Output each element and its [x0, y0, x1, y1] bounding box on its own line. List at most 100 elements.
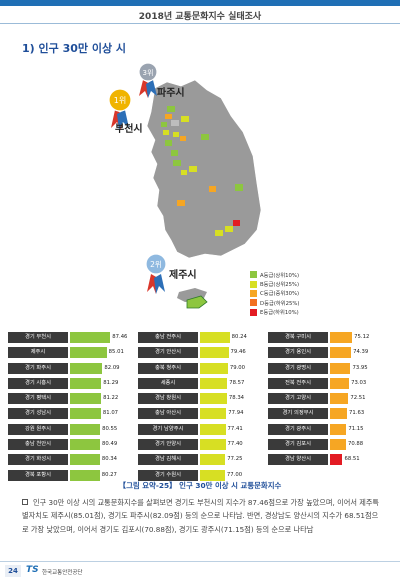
org-name: 한국교통안전공단: [42, 570, 83, 576]
bar-value: 79.46: [230, 349, 246, 356]
body-text: 인구 30만 이상 시의 교통문화지수를 살펴보면 경기도 부천시의 지수가 8…: [22, 498, 380, 534]
bar-fill: [70, 454, 100, 466]
bar-value: 75.12: [354, 334, 370, 340]
bar-value: 81.07: [102, 410, 119, 417]
bar-value: 80.27: [101, 471, 117, 478]
bar-fill: [200, 423, 226, 435]
region-yangsan: [233, 220, 240, 226]
bar-fill: [330, 362, 351, 374]
bar-label: 경기 의정부시: [268, 408, 328, 420]
legend-label: E등급(하위10%): [260, 310, 299, 317]
region-sejong: [181, 170, 187, 175]
legend-swatch-a: [250, 271, 257, 279]
bar-label: 세종시: [138, 377, 198, 389]
body-paragraph: 인구 30만 이상 시의 교통문화지수를 살펴보면 경기도 부천시의 지수가 8…: [22, 496, 384, 536]
bar-value: 80.55: [102, 425, 118, 432]
legend-swatch-b: [250, 280, 257, 288]
bar-value: 77.40: [227, 441, 243, 448]
korea-map: 1위 부천시 3위 파주시 2위 제주시: [85, 60, 325, 320]
legend-item: B등급(상위25%): [250, 279, 299, 288]
region-suwon: [173, 132, 179, 137]
bar-label: 경기 김포시: [268, 439, 328, 451]
bar-value: 79.00: [229, 364, 246, 371]
bar-value: 80.24: [231, 334, 247, 340]
bar-fill: [70, 362, 103, 374]
bar-value: 73.03: [351, 379, 367, 386]
bar-fill: [200, 377, 228, 389]
bar-value: 71.63: [349, 410, 365, 417]
bar-value: 81.29: [103, 379, 119, 386]
bar-label: 경북 포항시: [8, 469, 68, 481]
jeju-highlight: [186, 295, 208, 309]
region-gumi: [209, 186, 216, 192]
bar-value: 80.34: [101, 456, 117, 463]
bar-label: 경기 화성시: [8, 454, 68, 466]
header-title: 2018년 교통문화지수 실태조사: [138, 12, 262, 22]
bar-label: 경기 안산시: [138, 347, 198, 359]
bar-label: 경기 부천시: [8, 332, 68, 343]
bar-fill: [330, 332, 353, 343]
legend-item: C등급(중위30%): [250, 289, 299, 298]
bar-value: 81.22: [103, 395, 119, 402]
ts-logo-icon: TS: [26, 565, 39, 575]
legend-swatch-d: [250, 299, 257, 307]
bar-label: 경남 양산시: [268, 454, 328, 466]
legend-label: A등급(상위10%): [260, 272, 300, 279]
bar-label: 충북 청주시: [138, 362, 198, 374]
bar-fill: [330, 408, 348, 420]
bar-fill: [70, 408, 101, 420]
bar-label: 제주시: [8, 347, 68, 359]
bar-fill: [70, 469, 100, 481]
bar-value: 87.46: [112, 334, 128, 340]
region-hwaseong: [165, 140, 172, 146]
bar-fill: [330, 377, 350, 389]
bar-fill: [70, 347, 107, 359]
bar-value: 78.57: [229, 379, 245, 386]
legend-label: C등급(중위30%): [260, 291, 300, 298]
region-changwon: [215, 230, 223, 236]
rank-3-city: 파주시: [157, 86, 185, 99]
region-seoul: [171, 120, 179, 126]
region-cheonan: [173, 160, 181, 166]
bar-value: 77.00: [226, 471, 243, 478]
bar-fill: [70, 393, 102, 405]
legend-item: E등급(하위10%): [250, 308, 299, 317]
bar-label: 경기 시흥시: [8, 377, 68, 389]
city-regions: [161, 106, 243, 236]
footer: 24 TS 한국교통안전공단: [0, 561, 400, 579]
bar-fill: [70, 332, 111, 343]
region-bucheon: [161, 122, 167, 127]
bar-fill: [330, 439, 346, 451]
rank-1-city: 부천시: [115, 122, 143, 135]
region-goyang: [165, 114, 172, 119]
bar-label: 경기 평택시: [8, 393, 68, 405]
bar-label: 경기 파주시: [8, 362, 68, 374]
bar-label: 경기 수원시: [138, 469, 198, 481]
bar-value: 74.39: [353, 349, 369, 356]
bar-label: 경기 고양시: [268, 393, 328, 405]
bar-fill: [200, 393, 227, 405]
section-title: 1) 인구 30만 이상 시: [22, 42, 127, 55]
bar-label: 경기 안양시: [138, 439, 198, 451]
region-yongin: [180, 136, 186, 141]
bar-fill: [200, 332, 230, 343]
region-ansan: [163, 130, 169, 135]
region-pyeongtaek: [171, 150, 178, 156]
region-wonju: [201, 134, 209, 140]
legend-item: A등급(상위10%): [250, 270, 299, 279]
rank-1-badge: 1위: [108, 88, 132, 130]
bar-label: 충남 아산시: [138, 408, 198, 420]
bar-value: 85.01: [108, 349, 124, 356]
legend-swatch-c: [250, 289, 257, 297]
bar-label: 경기 광명시: [268, 362, 328, 374]
bar-value: 71.15: [348, 425, 364, 432]
bar-value: 68.51: [344, 456, 360, 463]
figure-caption: 【그림 요약-25】 인구 30만 이상 시 교통문화지수: [118, 481, 282, 490]
bar-fill: [330, 454, 343, 466]
bar-label: 충남 천안시: [8, 439, 68, 451]
header-accent-bar: [0, 0, 400, 6]
bar-fill: [200, 347, 229, 359]
bar-label: 경남 김해시: [138, 454, 198, 466]
bar-value: 77.41: [227, 425, 243, 432]
rank-2-badge: 2위: [145, 253, 167, 294]
